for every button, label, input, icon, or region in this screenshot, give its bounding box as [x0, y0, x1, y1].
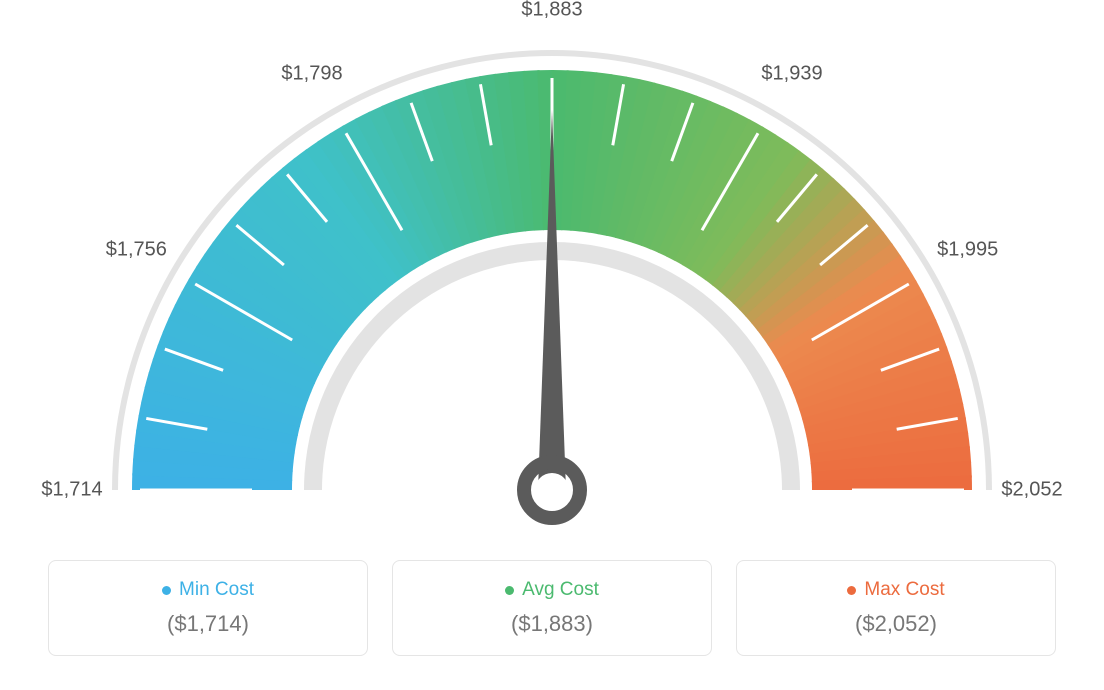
- summary-card-avg: Avg Cost ($1,883): [392, 560, 712, 656]
- dot-icon: [505, 586, 514, 595]
- summary-label-row: Avg Cost: [413, 579, 691, 601]
- gauge-tick-label: $1,995: [937, 239, 998, 262]
- summary-row: Min Cost ($1,714) Avg Cost ($1,883) Max …: [0, 560, 1104, 656]
- gauge-tick-label: $1,798: [281, 63, 342, 86]
- gauge-tick-label: $1,714: [41, 479, 102, 502]
- dot-icon: [847, 586, 856, 595]
- gauge-area: $1,714 $1,756 $1,798 $1,883 $1,939 $1,995 $2,0…: [0, 0, 1104, 560]
- summary-label-min: Min Cost: [179, 579, 254, 601]
- summary-value-max: ($2,052): [757, 611, 1035, 637]
- cost-gauge-chart: $1,714 $1,756 $1,798 $1,883 $1,939 $1,995 $2,0…: [0, 0, 1104, 690]
- summary-label-row: Min Cost: [69, 579, 347, 601]
- summary-value-avg: ($1,883): [413, 611, 691, 637]
- dot-icon: [162, 586, 171, 595]
- gauge-tick-label: $1,939: [761, 63, 822, 86]
- summary-label-row: Max Cost: [757, 579, 1035, 601]
- gauge-tick-label: $1,883: [521, 0, 582, 22]
- summary-value-min: ($1,714): [69, 611, 347, 637]
- gauge-tick-label: $1,756: [106, 239, 167, 262]
- summary-label-max: Max Cost: [864, 579, 944, 601]
- gauge-tick-label: $2,052: [1001, 479, 1062, 502]
- summary-card-min: Min Cost ($1,714): [48, 560, 368, 656]
- summary-label-avg: Avg Cost: [522, 579, 599, 601]
- summary-card-max: Max Cost ($2,052): [736, 560, 1056, 656]
- gauge-svg: [0, 0, 1104, 560]
